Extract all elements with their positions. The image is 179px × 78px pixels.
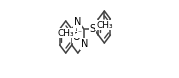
Text: O: O [73,32,80,42]
Text: N: N [81,39,88,49]
Text: CH₃: CH₃ [96,21,113,29]
Text: N: N [74,17,81,27]
Text: CH₃: CH₃ [57,28,74,38]
Text: ⁻: ⁻ [77,28,81,38]
Text: S: S [90,24,96,34]
